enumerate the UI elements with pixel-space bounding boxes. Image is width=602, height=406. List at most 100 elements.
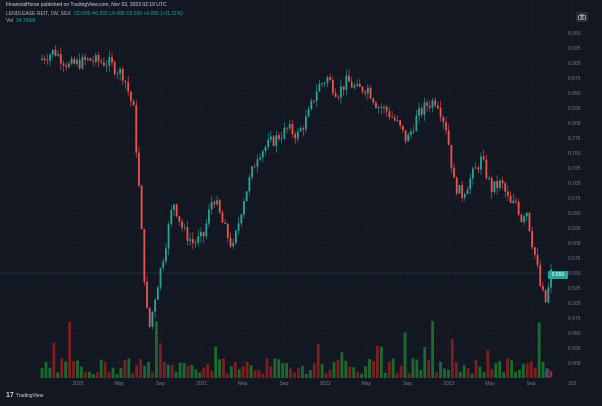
candle-body bbox=[70, 58, 73, 64]
volume-bar bbox=[312, 363, 316, 378]
volume-bar bbox=[316, 343, 320, 378]
volume-bar bbox=[261, 373, 265, 378]
volume-bar bbox=[364, 366, 367, 378]
candle-body bbox=[124, 80, 127, 83]
volume-bar bbox=[229, 366, 233, 378]
candle-body bbox=[232, 242, 235, 247]
candle-body bbox=[380, 107, 383, 109]
candle-body bbox=[205, 223, 208, 237]
candle-body bbox=[525, 212, 528, 217]
candle-body bbox=[490, 178, 493, 193]
volume-bar bbox=[506, 358, 509, 378]
volume-bar bbox=[514, 371, 517, 378]
candle-body bbox=[89, 58, 92, 61]
candle-body bbox=[278, 135, 280, 139]
y-tick-label: 0.475 bbox=[568, 316, 581, 322]
y-tick-label: 0.900 bbox=[568, 61, 581, 67]
tradingview-logo[interactable]: 17 TradingView bbox=[6, 392, 43, 399]
y-tick-label: 0.725 bbox=[568, 166, 581, 172]
candle-body bbox=[498, 180, 501, 188]
candle-body bbox=[434, 100, 437, 106]
volume-bar bbox=[391, 358, 395, 378]
y-tick-label: 0.750 bbox=[568, 151, 581, 157]
volume-bar bbox=[249, 365, 253, 378]
candle-body bbox=[140, 185, 143, 230]
candle-body bbox=[302, 128, 305, 130]
volume-bar bbox=[269, 366, 273, 378]
candle-body bbox=[388, 111, 391, 118]
candle-body bbox=[523, 216, 525, 222]
volume-bar bbox=[450, 339, 454, 378]
candle-body bbox=[326, 77, 329, 83]
candle-body bbox=[310, 100, 313, 110]
candle-body bbox=[46, 60, 49, 61]
candle-body bbox=[369, 87, 372, 99]
candle-body bbox=[129, 91, 132, 102]
header-bar: FinancialHorse published on TradingView.… bbox=[0, 0, 602, 8]
volume-bar bbox=[214, 346, 218, 378]
candle-body bbox=[156, 287, 159, 300]
candle-body bbox=[453, 167, 455, 178]
candle-body bbox=[167, 224, 170, 249]
x-tick-label: 2023 bbox=[443, 381, 454, 387]
y-tick-label: 0.850 bbox=[568, 91, 581, 97]
candle-body bbox=[482, 156, 485, 160]
y-tick-label: 0.575 bbox=[568, 256, 581, 262]
candle-body bbox=[261, 151, 264, 158]
candle-body bbox=[431, 100, 434, 108]
candle-body bbox=[224, 222, 227, 224]
volume-bar bbox=[147, 361, 150, 378]
volume-bar bbox=[332, 362, 336, 378]
candle-body bbox=[94, 55, 97, 62]
candle-body bbox=[466, 189, 469, 195]
candle-body bbox=[59, 54, 62, 64]
volume-bar bbox=[320, 363, 324, 378]
candle-body bbox=[76, 60, 78, 64]
candle-body bbox=[474, 167, 477, 169]
volume-bar bbox=[68, 321, 72, 378]
candle-body bbox=[353, 85, 356, 88]
volume-bar bbox=[324, 373, 328, 378]
candle-body bbox=[267, 139, 270, 147]
candle-body bbox=[533, 247, 536, 255]
volume-bar bbox=[336, 359, 340, 378]
volume-bar bbox=[297, 368, 300, 378]
candle-body bbox=[186, 227, 189, 241]
candle-body bbox=[372, 98, 375, 103]
circle-marker-icon[interactable]: 4 bbox=[545, 370, 552, 377]
symbol-name[interactable]: LENDLEASE REIT, 1W, SGX bbox=[6, 11, 72, 17]
volume-bar bbox=[308, 370, 312, 378]
volume-bar bbox=[502, 372, 506, 378]
volume-bar bbox=[285, 363, 289, 378]
y-tick-label: 0.825 bbox=[568, 106, 581, 112]
volume-bar bbox=[80, 366, 83, 378]
candle-body bbox=[331, 79, 334, 93]
candle-body bbox=[291, 124, 294, 135]
candle-body bbox=[173, 204, 175, 210]
y-tick-label: 0.700 bbox=[568, 181, 581, 187]
candle-body bbox=[515, 200, 517, 202]
y-tick-label: 0.500 bbox=[568, 301, 581, 307]
candle-body bbox=[194, 242, 197, 244]
candle-body bbox=[127, 82, 130, 92]
candle-body bbox=[162, 261, 165, 268]
candle-body bbox=[361, 86, 364, 92]
volume-bar bbox=[210, 371, 214, 378]
candle-body bbox=[275, 135, 278, 146]
candle-body bbox=[41, 58, 43, 60]
y-tick-label: 0.600 bbox=[568, 241, 581, 247]
candle-body bbox=[477, 167, 480, 170]
candle-body bbox=[350, 81, 353, 88]
volume-bar bbox=[273, 358, 277, 378]
volume-bar bbox=[190, 364, 194, 378]
candle-body bbox=[426, 102, 429, 106]
volume-bar bbox=[87, 371, 91, 378]
y-tick-label: 0.875 bbox=[568, 76, 581, 82]
candle-body bbox=[396, 120, 399, 122]
logo-text: TradingView bbox=[15, 392, 44, 399]
volume-bar bbox=[415, 359, 419, 378]
volume-bar bbox=[72, 361, 75, 378]
camera-icon[interactable] bbox=[576, 12, 588, 22]
volume-label[interactable]: Vol bbox=[6, 18, 13, 24]
